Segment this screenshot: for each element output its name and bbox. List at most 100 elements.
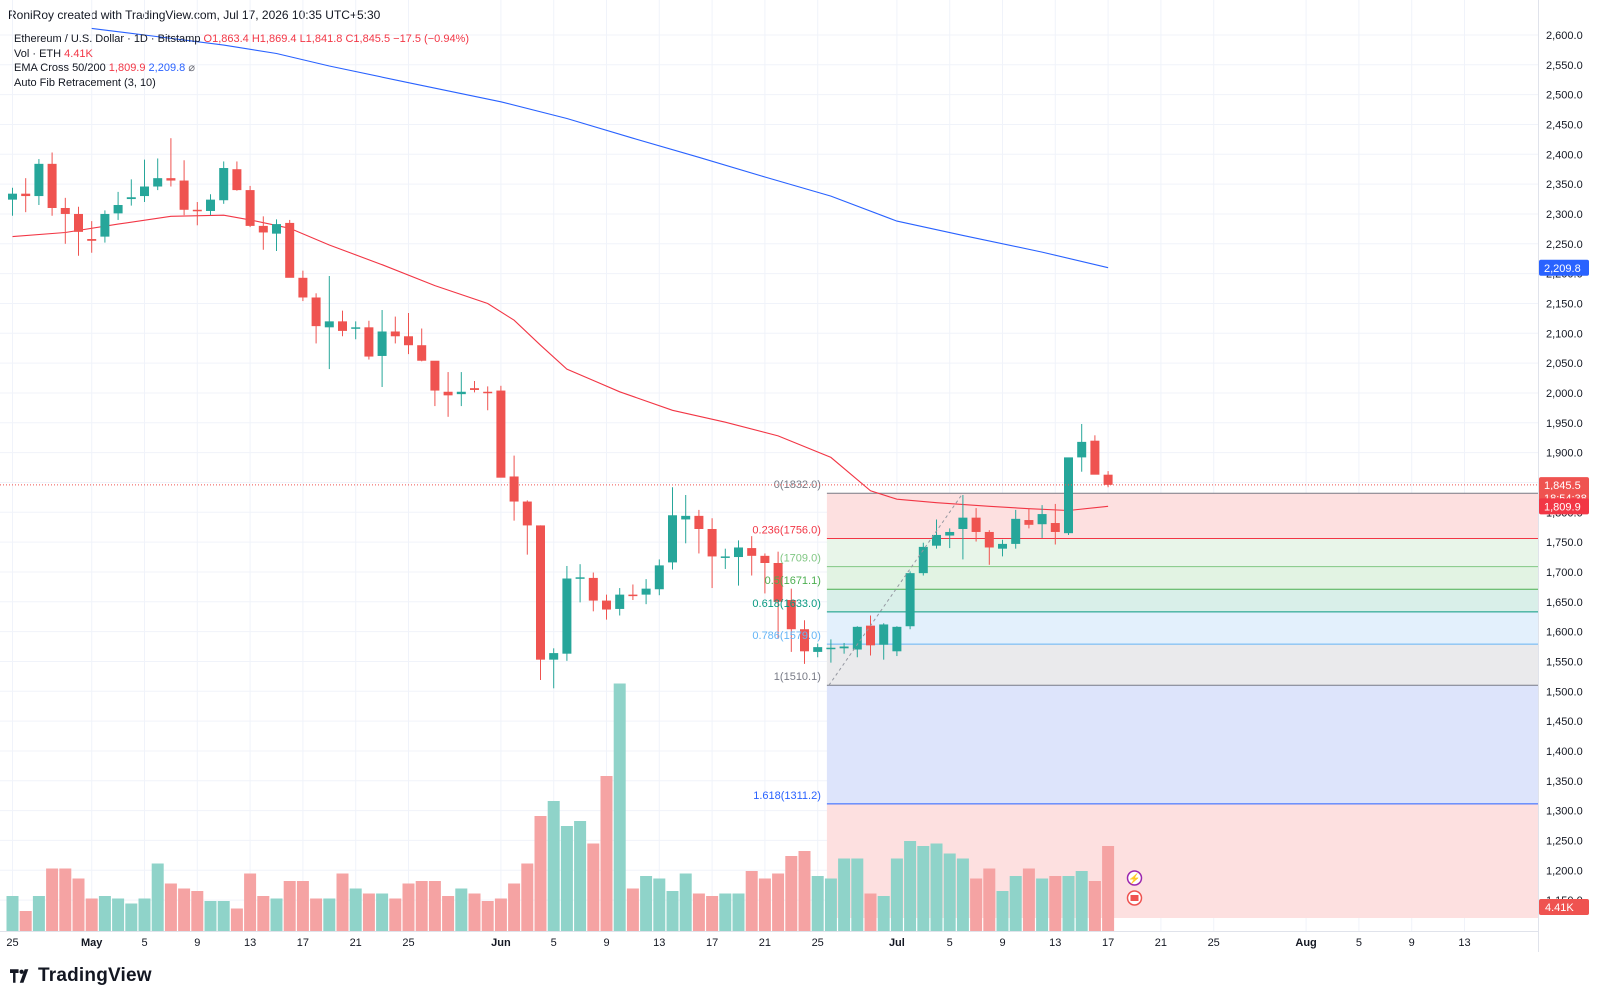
- candle[interactable]: [549, 648, 559, 689]
- candle[interactable]: [826, 639, 836, 663]
- candle[interactable]: [641, 579, 651, 605]
- candle[interactable]: [338, 310, 347, 337]
- candle[interactable]: [1064, 457, 1073, 535]
- volume-bar: [151, 863, 164, 931]
- candle[interactable]: [1050, 503, 1060, 545]
- price-chart[interactable]: 0(1832.0) 0.236(1756.0) (1709.0) 0.5(1671.1…: [0, 0, 1600, 952]
- candle[interactable]: [311, 293, 321, 344]
- candle[interactable]: [602, 594, 611, 620]
- volume-bar: [600, 776, 613, 931]
- candle[interactable]: [879, 623, 889, 660]
- candle[interactable]: [945, 528, 955, 549]
- candle[interactable]: [430, 360, 440, 407]
- candle[interactable]: [417, 328, 427, 362]
- ema50-value: 1,809.9: [108, 62, 146, 74]
- candle[interactable]: [615, 588, 625, 616]
- candle[interactable]: [34, 159, 44, 206]
- candle[interactable]: [760, 553, 770, 594]
- candle[interactable]: [1011, 509, 1021, 549]
- candle[interactable]: [773, 551, 783, 639]
- candle[interactable]: [681, 494, 691, 544]
- candle-body: [1024, 520, 1034, 525]
- candle[interactable]: [628, 584, 638, 600]
- candle[interactable]: [668, 487, 677, 570]
- candle[interactable]: [166, 138, 176, 187]
- volume-bar: [191, 891, 204, 931]
- candle[interactable]: [456, 372, 466, 407]
- candle[interactable]: [74, 206, 83, 256]
- candle[interactable]: [47, 152, 57, 216]
- hide-icon[interactable]: ⌀: [188, 62, 195, 74]
- candle[interactable]: [113, 191, 123, 220]
- candle[interactable]: [734, 540, 743, 586]
- candle[interactable]: [707, 518, 717, 589]
- candle[interactable]: [87, 221, 97, 253]
- candle[interactable]: [839, 642, 849, 654]
- candle[interactable]: [179, 160, 189, 216]
- candle[interactable]: [588, 572, 598, 612]
- candle[interactable]: [1077, 423, 1087, 472]
- candle[interactable]: [786, 588, 796, 652]
- candle[interactable]: [140, 159, 149, 203]
- candle[interactable]: [272, 219, 281, 251]
- candle[interactable]: [958, 494, 968, 560]
- candle[interactable]: [509, 455, 519, 521]
- candle[interactable]: [720, 548, 730, 569]
- candle[interactable]: [747, 536, 757, 576]
- candle[interactable]: [206, 194, 215, 216]
- candle[interactable]: [351, 321, 361, 340]
- candle[interactable]: [918, 542, 928, 576]
- price-axis[interactable]: [1538, 0, 1600, 952]
- candle[interactable]: [1090, 435, 1100, 475]
- candle[interactable]: [522, 500, 532, 555]
- candle[interactable]: [813, 643, 823, 658]
- lightning-event-icon[interactable]: ⚡: [1126, 870, 1143, 886]
- candle[interactable]: [470, 381, 479, 393]
- volume-bar: [270, 898, 283, 931]
- candle[interactable]: [298, 270, 308, 302]
- candle[interactable]: [694, 509, 704, 554]
- candle[interactable]: [192, 202, 202, 226]
- candle[interactable]: [324, 276, 334, 370]
- candle[interactable]: [905, 571, 915, 630]
- candle[interactable]: [258, 216, 268, 250]
- candle[interactable]: [60, 197, 70, 244]
- candle[interactable]: [932, 519, 941, 549]
- candle[interactable]: [866, 615, 875, 656]
- candle[interactable]: [892, 626, 902, 657]
- candle[interactable]: [800, 620, 809, 664]
- candle[interactable]: [1103, 471, 1113, 488]
- candle[interactable]: [21, 178, 31, 213]
- candle[interactable]: [852, 626, 862, 658]
- candle[interactable]: [153, 158, 163, 191]
- candle[interactable]: [285, 219, 295, 278]
- candle[interactable]: [971, 508, 981, 542]
- candle[interactable]: [496, 385, 506, 478]
- candle[interactable]: [126, 179, 136, 206]
- candle[interactable]: [536, 525, 545, 680]
- candle[interactable]: [377, 310, 387, 387]
- candle[interactable]: [364, 320, 374, 360]
- candle[interactable]: [562, 565, 572, 661]
- candle[interactable]: [100, 210, 110, 243]
- candle[interactable]: [483, 386, 493, 411]
- flag-event-icon[interactable]: [1126, 890, 1143, 906]
- candle[interactable]: [219, 161, 229, 204]
- candle[interactable]: [575, 564, 585, 603]
- candle-body: [338, 321, 347, 331]
- candle[interactable]: [1024, 508, 1034, 529]
- candle[interactable]: [984, 530, 994, 565]
- candle[interactable]: [390, 316, 400, 344]
- candle[interactable]: [1037, 505, 1047, 538]
- volume-bar: [415, 881, 428, 931]
- candle[interactable]: [8, 187, 17, 216]
- candle-body: [351, 327, 361, 329]
- candle[interactable]: [654, 559, 664, 596]
- tradingview-brand[interactable]: TradingView: [10, 965, 152, 987]
- candle-body: [602, 600, 611, 610]
- candle[interactable]: [232, 161, 242, 191]
- candle[interactable]: [404, 313, 413, 355]
- candle[interactable]: [443, 372, 453, 417]
- candle[interactable]: [245, 185, 255, 228]
- candle[interactable]: [998, 539, 1007, 557]
